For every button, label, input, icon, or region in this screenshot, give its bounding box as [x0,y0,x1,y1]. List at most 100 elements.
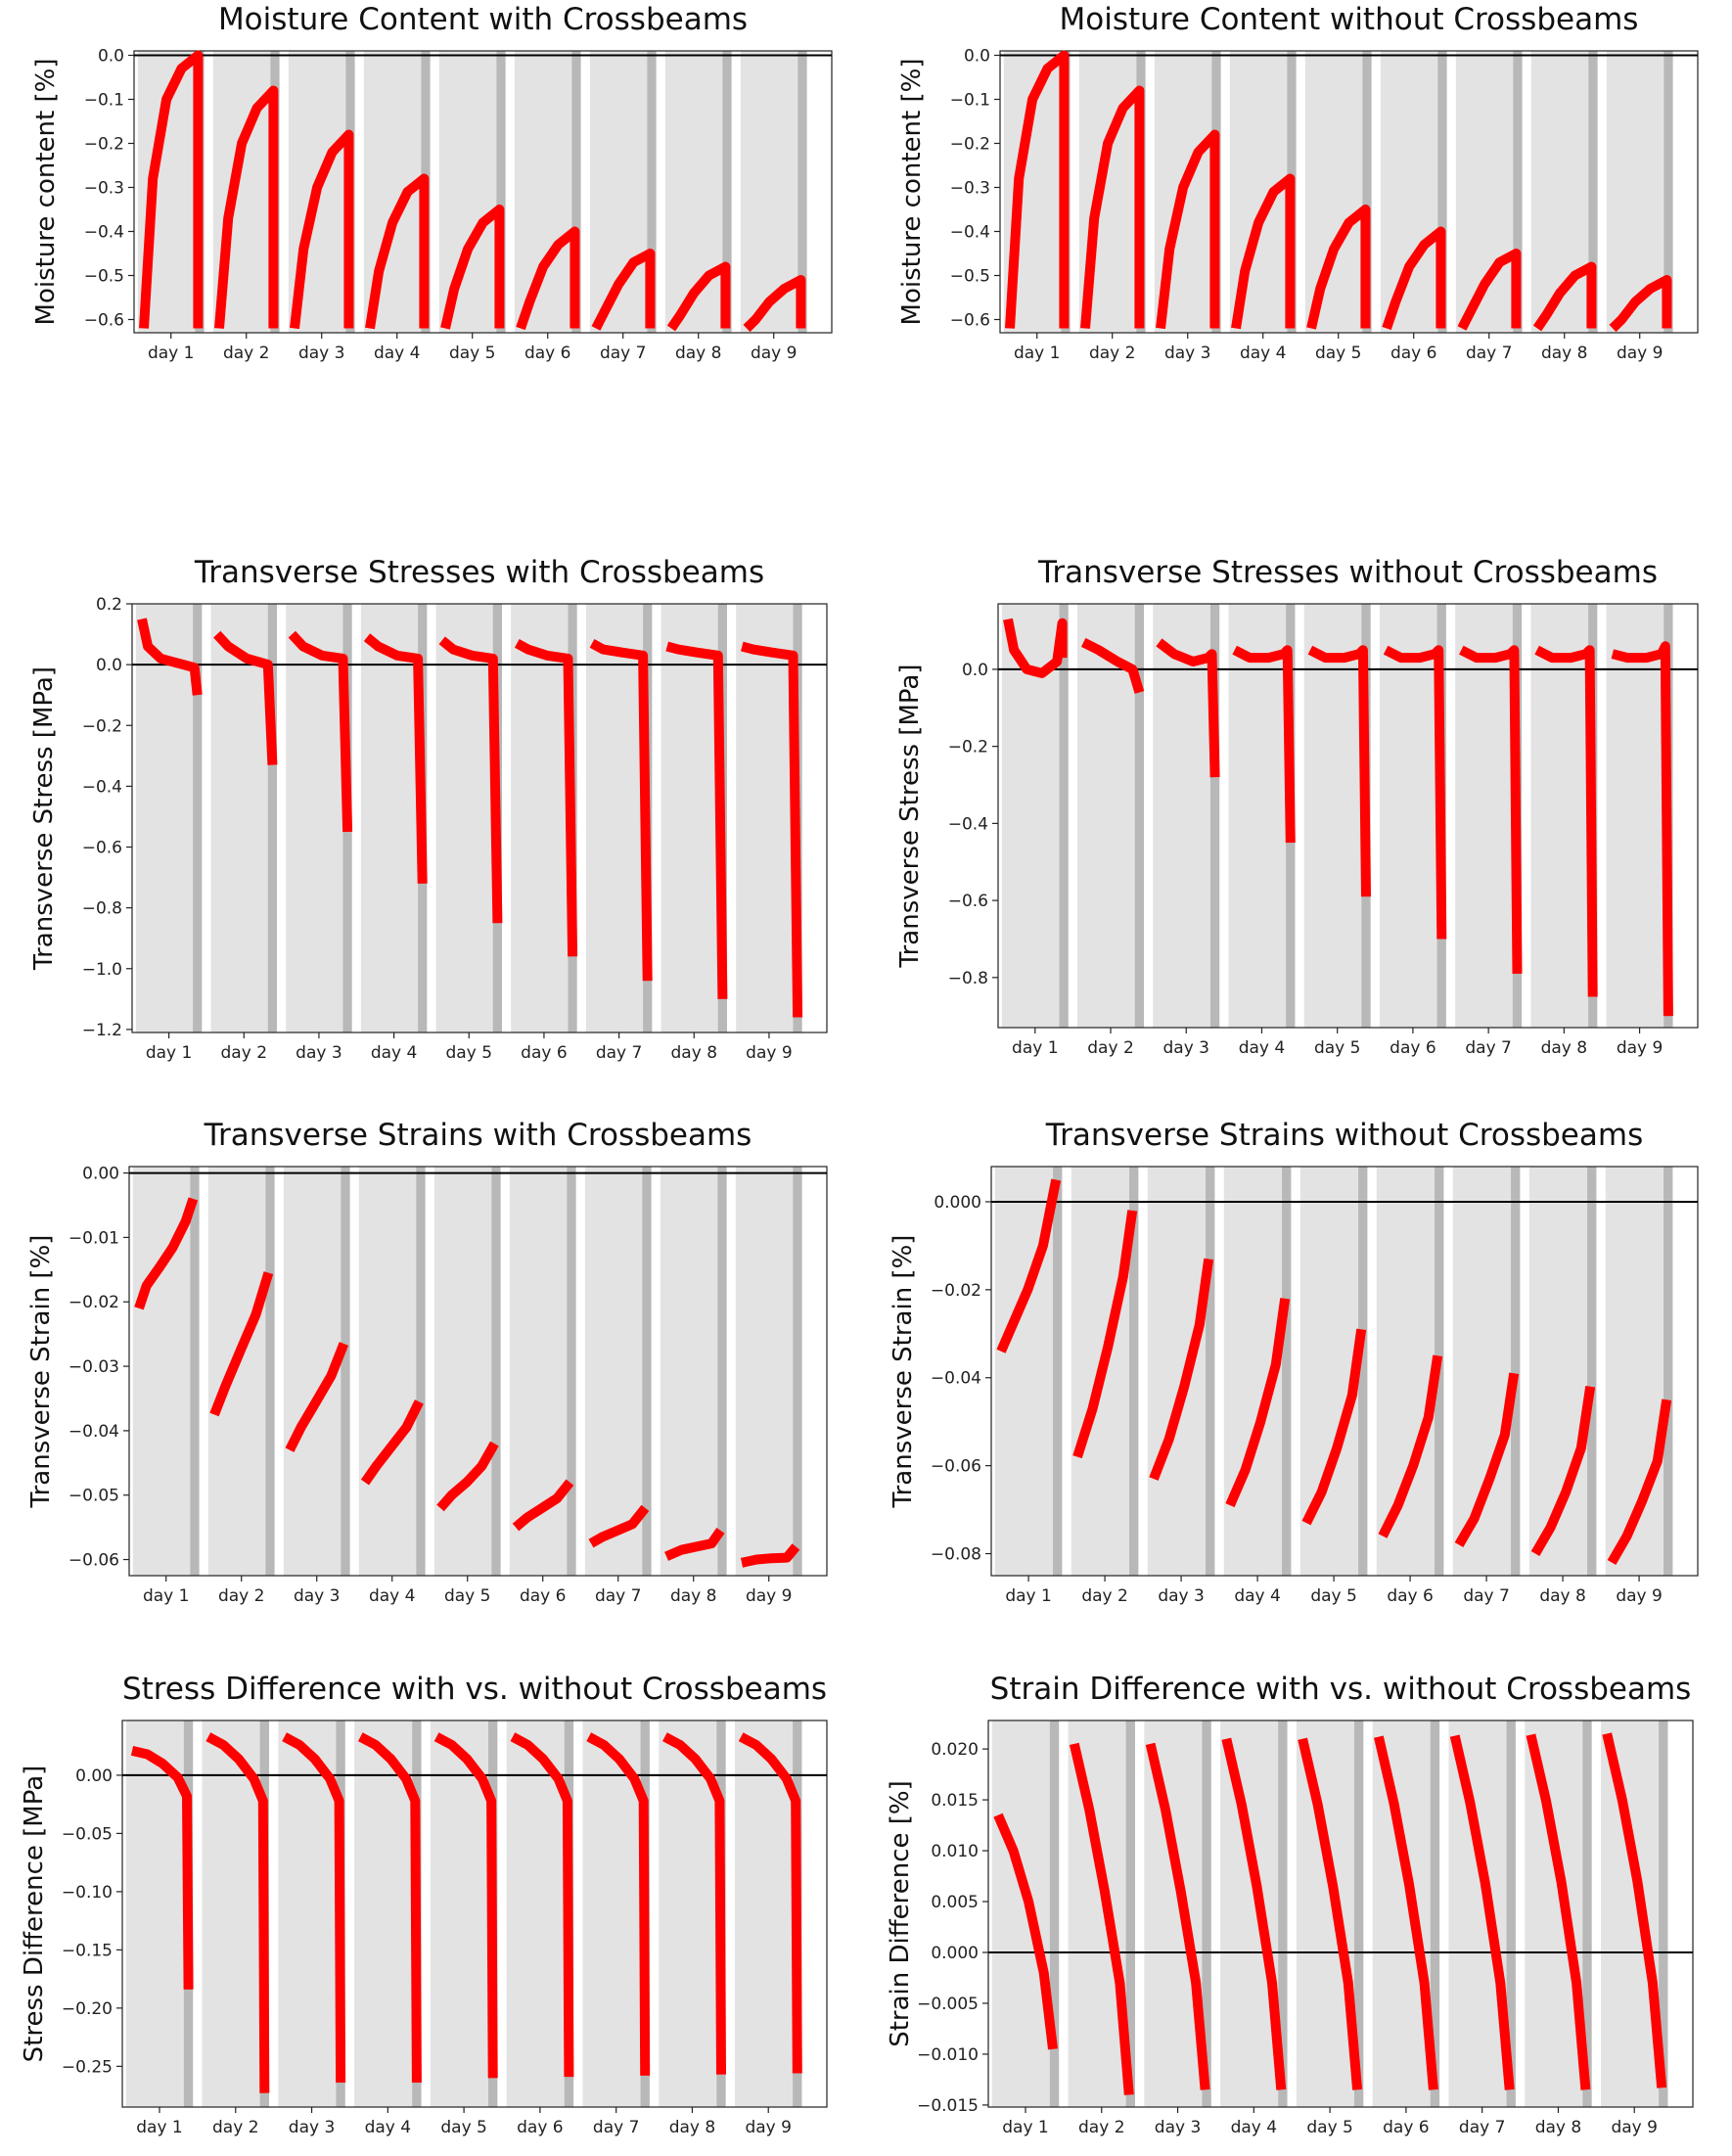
day-band [1379,604,1440,1028]
x-tick-label: day 6 [1390,344,1437,363]
y-tick-label: −0.4 [82,777,122,797]
y-tick-label: −0.5 [84,267,124,287]
series-segment-day-2 [213,630,278,765]
x-tick-label: day 1 [1012,1038,1059,1058]
day-band [585,604,647,1032]
day-band [1606,51,1667,333]
series-segment-day-3 [1145,1742,1210,2090]
day-band [1296,1720,1358,2107]
x-tick-label: day 3 [294,1586,341,1606]
chart-moisture-with-crossbeams: Moisture Content with Crossbeams Moisture… [0,0,866,382]
night-band [1588,51,1598,333]
night-band [1358,1167,1368,1576]
day-band [735,1167,797,1576]
series-segment-day-1 [130,1746,194,1990]
night-band [1278,1720,1288,2107]
series-segment-day-3 [282,1732,346,2084]
x-tick-label: day 5 [446,1043,493,1063]
y-tick-label: 0.000 [931,1944,979,1963]
x-tick-label: day 2 [1089,344,1136,363]
day-band [1455,604,1516,1028]
x-tick-label: day 9 [751,344,798,363]
day-band [1304,51,1366,333]
series-segment-day-4 [363,633,428,884]
x-tick-label: day 2 [1081,1586,1128,1606]
x-tick-label: day 5 [1314,1038,1361,1058]
x-tick-label: day 7 [1466,344,1513,363]
series-segment-day-6 [1382,226,1446,331]
x-tick-label: day 3 [296,1043,342,1063]
night-band [1282,1167,1292,1576]
series-segment-day-7 [1454,1372,1520,1548]
y-tick-label: −0.8 [82,899,122,919]
night-band [717,1167,727,1576]
series-segment-day-2 [1069,1742,1134,2095]
series-segment-day-6 [514,638,578,957]
x-tick-label: day 8 [669,2118,716,2137]
day-band [438,51,500,333]
night-band [798,51,807,333]
night-band [1664,51,1673,333]
night-band [341,1167,350,1576]
night-band [1659,1720,1668,2107]
series-segment-day-7 [591,249,656,331]
x-tick-label: day 6 [524,344,571,363]
x-tick-label: day 7 [596,1043,643,1063]
y-tick-label: 0.0 [96,656,122,675]
day-band [1530,604,1592,1028]
x-tick-label: day 8 [675,344,722,363]
x-tick-label: day 4 [1231,2118,1278,2137]
plot-frame [121,1720,828,2108]
series-segment-day-8 [664,1528,725,1561]
chart-strain-with-crossbeams: Transverse Strains with Crossbeams Transv… [0,1116,866,1625]
y-tick-label: −0.1 [950,91,990,111]
y-tick-label: −0.2 [948,738,988,757]
y-axis-label: Stress Difference [MPa] [20,1766,49,2063]
y-tick-label: −0.1 [84,91,124,111]
y-axis-label: Moisture content [%] [31,59,61,326]
y-tick-label: −0.010 [917,2045,979,2065]
series-segment-day-7 [1449,1734,1515,2090]
chart-title: Transverse Stresses with Crossbeams [194,555,764,590]
x-tick-label: day 2 [1087,1038,1134,1058]
x-tick-label: day 5 [444,1586,491,1606]
chart-title: Moisture Content with Crossbeams [218,2,748,37]
x-tick-label: day 1 [143,1586,190,1606]
night-band [265,1167,275,1576]
day-band [1601,1720,1663,2107]
plot-frame [999,50,1699,334]
series-segment-day-2 [214,85,279,329]
series-segment-day-9 [1609,275,1672,333]
chart-title: Transverse Strains without Crossbeams [1045,1118,1643,1153]
y-tick-label: −0.4 [950,223,990,243]
x-tick-label: day 6 [1383,2118,1430,2137]
day-band [1525,1720,1586,2107]
night-band [1362,51,1372,333]
series-segment-day-5 [1307,645,1371,897]
y-axis-label: Moisture content [%] [897,59,927,326]
x-tick-label: day 2 [218,1586,265,1606]
series-segment-day-6 [1378,1354,1443,1538]
series-segment-day-2 [1072,1210,1138,1459]
day-band [661,604,721,1032]
day-band [1380,51,1441,333]
day-band [1448,1720,1510,2107]
day-band [207,1167,269,1576]
x-tick-label: day 7 [595,1586,642,1606]
series-segment-day-4 [360,1399,424,1486]
x-tick-label: day 8 [1535,2118,1582,2137]
x-tick-label: day 8 [671,1043,718,1063]
x-tick-label: day 8 [1541,1038,1588,1058]
day-band [514,51,575,333]
series-segment-day-1 [139,50,204,329]
day-band [360,604,422,1032]
x-tick-label: day 5 [1315,344,1362,363]
chart-strain-difference: Strain Difference with vs. without Cross… [866,1670,1732,2156]
night-band [1129,1167,1139,1576]
x-tick-label: day 6 [520,1586,567,1606]
series-segment-day-1 [134,1197,199,1310]
x-tick-label: day 1 [136,2118,183,2137]
series-segment-day-9 [743,275,806,333]
x-tick-label: day 8 [670,1586,717,1606]
series-segment-day-8 [662,1732,726,2075]
